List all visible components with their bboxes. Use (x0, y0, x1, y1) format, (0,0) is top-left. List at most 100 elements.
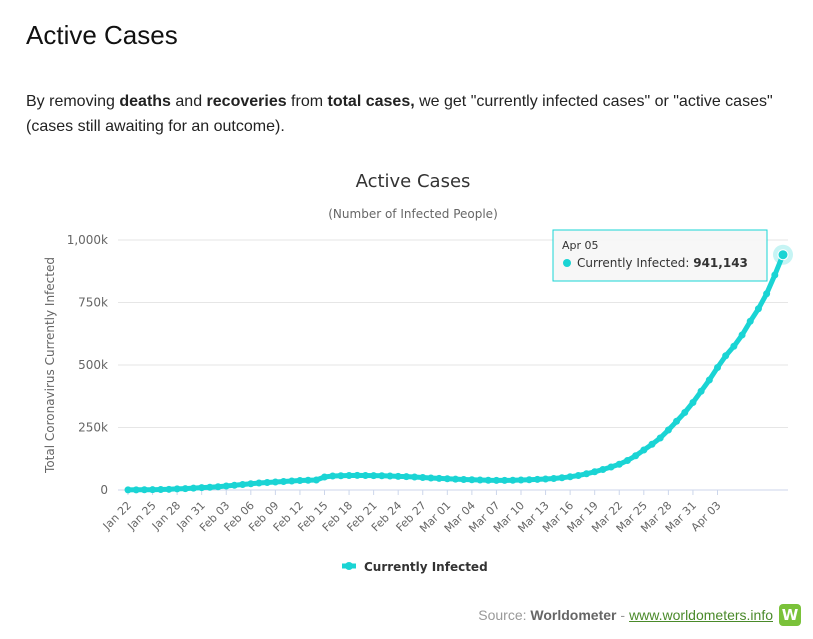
data-point[interactable] (705, 376, 713, 384)
data-point[interactable] (517, 476, 525, 484)
data-point-highlight[interactable] (777, 249, 789, 261)
active-cases-chart[interactable]: Active Cases (Number of Infected People)… (0, 150, 813, 590)
data-point[interactable] (296, 477, 304, 484)
intro-text: from (286, 93, 328, 110)
data-point[interactable] (402, 473, 410, 481)
data-point[interactable] (157, 486, 165, 493)
intro-bold-recoveries: recoveries (206, 93, 287, 110)
data-point[interactable] (460, 476, 468, 483)
tooltip-value: 941,143 (693, 256, 748, 270)
data-point[interactable] (697, 387, 705, 395)
data-point[interactable] (558, 474, 566, 482)
data-point[interactable] (198, 484, 206, 492)
data-point[interactable] (607, 463, 615, 471)
data-point[interactable] (329, 472, 337, 480)
data-point[interactable] (239, 481, 247, 488)
data-point[interactable] (394, 472, 402, 480)
data-point[interactable] (190, 484, 197, 492)
data-point[interactable] (746, 317, 754, 325)
data-point[interactable] (378, 472, 386, 480)
data-point[interactable] (632, 452, 640, 460)
data-point[interactable] (435, 474, 443, 482)
data-point[interactable] (591, 468, 599, 476)
y-tick-label: 250k (78, 421, 108, 435)
data-point[interactable] (280, 478, 288, 485)
data-point[interactable] (574, 472, 582, 479)
data-point[interactable] (656, 434, 664, 442)
data-point[interactable] (165, 485, 173, 493)
data-point[interactable] (312, 476, 320, 484)
data-point[interactable] (271, 478, 279, 486)
data-point[interactable] (149, 486, 157, 494)
data-point[interactable] (124, 486, 132, 494)
data-point[interactable] (640, 446, 648, 454)
source-link[interactable]: www.worldometers.info (629, 607, 773, 623)
series-line (127, 253, 786, 493)
data-point[interactable] (763, 290, 771, 298)
data-point[interactable] (714, 364, 721, 371)
intro-text: By removing (26, 93, 120, 110)
data-point[interactable] (583, 470, 590, 478)
data-point[interactable] (181, 485, 189, 493)
data-point[interactable] (681, 409, 689, 416)
data-point[interactable] (247, 480, 255, 488)
data-point[interactable] (411, 473, 419, 481)
data-point[interactable] (722, 352, 730, 360)
data-point[interactable] (427, 474, 435, 482)
data-point[interactable] (321, 473, 328, 481)
data-point[interactable] (664, 426, 672, 434)
data-point[interactable] (550, 475, 558, 482)
legend-label[interactable]: Currently Infected (364, 560, 488, 574)
data-point[interactable] (173, 485, 181, 493)
page-title: Active Cases (26, 20, 178, 50)
data-point[interactable] (443, 475, 451, 483)
data-point[interactable] (492, 476, 500, 484)
data-point[interactable] (370, 472, 378, 480)
data-point[interactable] (566, 473, 574, 481)
intro-bold-deaths: deaths (119, 93, 171, 110)
source-prefix: Source: (478, 607, 527, 623)
intro-bold-total-cases: total cases, (327, 93, 415, 110)
data-point[interactable] (353, 471, 361, 479)
data-point[interactable] (337, 472, 345, 480)
data-point[interactable] (206, 483, 214, 491)
worldometer-logo-icon: W (779, 604, 801, 626)
data-point[interactable] (140, 486, 148, 494)
data-point[interactable] (730, 342, 738, 350)
data-point[interactable] (361, 472, 369, 479)
data-point[interactable] (484, 476, 492, 484)
data-point[interactable] (419, 474, 427, 481)
data-point[interactable] (263, 479, 271, 486)
data-point[interactable] (525, 476, 533, 484)
data-point[interactable] (754, 305, 762, 313)
data-point[interactable] (288, 477, 296, 485)
data-point[interactable] (542, 475, 550, 483)
data-point[interactable] (501, 476, 509, 484)
data-point[interactable] (468, 476, 476, 484)
data-point[interactable] (689, 399, 697, 406)
tooltip-marker (563, 259, 571, 267)
data-point[interactable] (304, 476, 312, 484)
data-point[interactable] (345, 472, 353, 479)
data-point[interactable] (255, 479, 263, 487)
data-point[interactable] (386, 472, 394, 480)
data-point[interactable] (599, 466, 607, 473)
data-point[interactable] (673, 417, 681, 425)
data-point[interactable] (452, 475, 459, 483)
data-point[interactable] (648, 440, 656, 448)
y-axis-ticks: 0 250k 500k 750k 1,000k (67, 233, 108, 497)
legend[interactable]: Currently Infected (342, 560, 488, 574)
source-separator: - (620, 607, 626, 623)
data-point[interactable] (214, 483, 222, 491)
data-point[interactable] (230, 481, 238, 489)
data-point[interactable] (533, 475, 541, 483)
series-currently-infected[interactable] (124, 244, 794, 494)
data-point[interactable] (615, 460, 623, 468)
data-point[interactable] (738, 331, 746, 339)
data-point[interactable] (771, 271, 779, 279)
data-point[interactable] (222, 482, 230, 490)
data-point[interactable] (623, 457, 631, 464)
data-point[interactable] (132, 486, 140, 494)
data-point[interactable] (509, 476, 517, 484)
data-point[interactable] (476, 476, 484, 484)
